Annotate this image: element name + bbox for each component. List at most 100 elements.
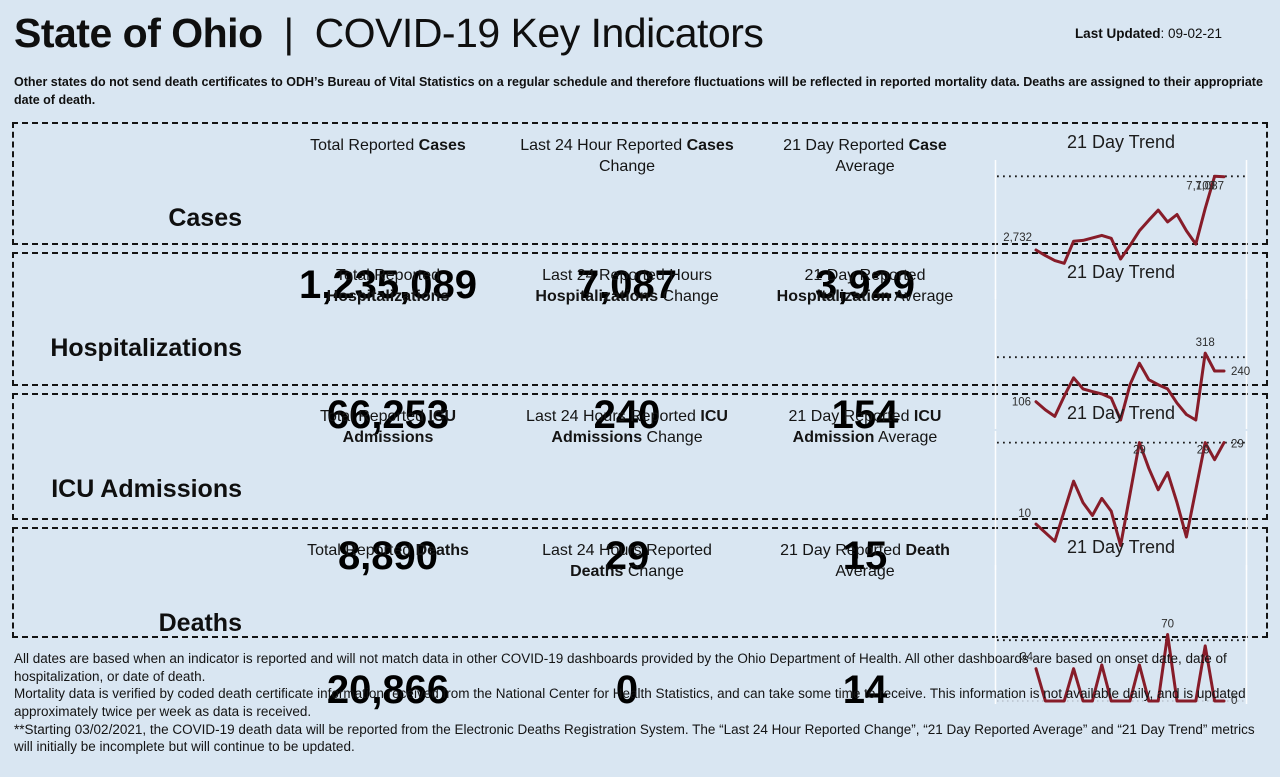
page-title-subject: COVID-19 Key Indicators — [314, 10, 764, 56]
metric-title: 21 Day Reported Case Average — [754, 136, 976, 178]
footer-note-dates: All dates are based when an indicator is… — [14, 651, 1227, 684]
metric-title: Total Reported ICU Admissions — [277, 407, 499, 449]
metric-value: 8,890 — [337, 534, 439, 579]
metric-title-text: Last 24 Hours Reported — [526, 408, 701, 426]
footer-note-mortality: Mortality data is verified by coded deat… — [14, 686, 1246, 720]
metric-title-text: 21 Day Reported — [788, 408, 914, 426]
metric-title-bold: ICU Admissions — [342, 408, 457, 447]
trend-title: 21 Day Trend — [1066, 537, 1176, 558]
metric-hospitalizations-total: Total Reported Hospitalizations 66,253 — [268, 254, 508, 443]
metric-title-bold: Hospitalizations — [326, 288, 450, 306]
metric-title-text: Average — [890, 288, 954, 306]
svg-text:29: 29 — [1231, 439, 1244, 451]
svg-text:2,732: 2,732 — [1003, 232, 1032, 244]
metric-value: 66,253 — [326, 393, 450, 438]
indicator-cards: Cases Total Reported Cases 1,235,089 Las… — [12, 122, 1268, 710]
metric-title-text: Total Reported — [307, 542, 416, 560]
metric-title: Last 24 Reported Hours Hospitalizations … — [516, 266, 738, 308]
metric-title: 21 Day Reported Hospitalization Average — [754, 266, 976, 308]
hospitalizations-trend-sparkline: 106 318 240 — [994, 290, 1250, 430]
metric-title: 21 Day Reported ICU Admission Average — [754, 407, 976, 449]
metric-title-text: Average — [874, 429, 938, 447]
metric-cases-average: 21 Day Reported Case Average 3,929 — [746, 124, 984, 313]
page-title-state: State of Ohio — [14, 10, 263, 56]
metric-value: 20,866 — [326, 668, 450, 713]
footer-notes: All dates are based when an indicator is… — [14, 650, 1264, 755]
metric-deaths-change: Last 24 Hours Reported Deaths Change 0 — [508, 529, 746, 718]
svg-text:29: 29 — [1197, 445, 1210, 457]
metric-title-text: Change — [658, 288, 719, 306]
metric-title-bold: Deaths — [570, 563, 624, 581]
metric-icu-average: 21 Day Reported ICU Admission Average 15 — [746, 395, 984, 584]
metric-title: 21 Day Reported Death Average — [754, 541, 976, 583]
metric-value: 29 — [604, 534, 650, 579]
metric-title-text: Last 24 Hours Reported — [542, 542, 712, 560]
row-label-deaths: Deaths — [158, 609, 242, 638]
metric-title-bold: ICU Admissions — [551, 408, 728, 447]
metric-icu-change: Last 24 Hours Reported ICU Admissions Ch… — [508, 395, 746, 584]
metric-title-text: Total Reported — [310, 137, 419, 155]
svg-text:10: 10 — [1018, 508, 1031, 520]
trend-title: 21 Day Trend — [1066, 132, 1176, 153]
header: State of Ohio | COVID-19 Key Indicators … — [0, 0, 1280, 57]
metric-cases-total: Total Reported Cases 1,235,089 — [268, 124, 508, 313]
last-updated-label: Last Updated — [1074, 26, 1161, 41]
trend-title: 21 Day Trend — [1066, 403, 1176, 424]
metric-title-text: Total Reported — [319, 408, 429, 426]
row-icu-admissions: ICU Admissions Total Reported ICU Admiss… — [12, 393, 1268, 576]
metric-title-text: 21 Day Reported — [783, 137, 909, 155]
svg-text:34: 34 — [1020, 652, 1033, 664]
metric-deaths-average: 21 Day Reported Death Average 14 — [746, 529, 984, 718]
metric-value: 0 — [615, 668, 639, 713]
metric-title-text: Last 24 Reported Hours — [542, 267, 712, 285]
trend-panel-hospitalizations: 21 Day Trend 106 318 240 — [984, 254, 1266, 443]
metric-title: Total Reported Hospitalizations — [277, 266, 499, 308]
metric-title-bold: Hospitalizations — [535, 288, 659, 306]
metric-title-bold: Hospitalization — [776, 288, 891, 306]
metric-cases-change: Last 24 Hour Reported Cases Change 7,087 — [508, 124, 746, 313]
metric-value: 1,235,089 — [299, 263, 477, 308]
metric-title: Total Reported Deaths — [307, 541, 469, 562]
metric-title-text: 21 Day Reported — [780, 542, 906, 560]
metric-title-text: Change — [623, 563, 684, 581]
row-hospitalizations: Hospitalizations Total Reported Hospital… — [12, 252, 1268, 435]
metric-title-text: Average — [835, 563, 895, 581]
deaths-trend-sparkline: 34 70 0 — [994, 565, 1248, 707]
metric-value: 240 — [593, 393, 661, 438]
metric-value: 154 — [831, 393, 899, 438]
metric-title-text: Change — [598, 158, 656, 176]
metric-title-bold: Cases — [418, 137, 466, 155]
row-deaths: Deaths Total Reported Deaths 20,866 Last… — [12, 527, 1268, 710]
metric-title-bold: Death — [905, 542, 950, 560]
last-updated-value: : 09-02-21 — [1160, 26, 1222, 41]
svg-text:240: 240 — [1231, 366, 1250, 378]
metric-hospitalizations-change: Last 24 Reported Hours Hospitalizations … — [508, 254, 746, 443]
trend-panel-deaths: 21 Day Trend 34 70 0 — [984, 529, 1266, 718]
trend-title: 21 Day Trend — [1066, 262, 1176, 283]
metric-title-text: Total Reported — [335, 267, 441, 285]
metric-title: Last 24 Hours Reported Deaths Change — [516, 541, 738, 583]
metric-title: Total Reported Cases — [310, 136, 466, 157]
svg-text:29: 29 — [1133, 445, 1146, 457]
metric-title: Last 24 Hour Reported Cases Change — [516, 136, 738, 178]
trend-panel-icu-admissions: 21 Day Trend 10 29 29 29 — [984, 395, 1266, 584]
metric-title-text: Change — [642, 429, 703, 447]
row-label-icu-admissions: ICU Admissions — [51, 475, 242, 504]
mortality-reporting-note: Other states do not send death certifica… — [14, 75, 1263, 108]
footer-note-edrs: **Starting 03/02/2021, the COVID-19 deat… — [14, 721, 1255, 755]
svg-text:0: 0 — [1231, 695, 1237, 707]
metric-title-text: 21 Day Reported — [804, 267, 926, 285]
metric-title-text: Average — [835, 158, 895, 176]
svg-text:106: 106 — [1012, 397, 1031, 409]
icu-admissions-trend-sparkline: 10 29 29 29 — [994, 431, 1248, 571]
metric-value: 15 — [842, 534, 888, 579]
metric-title-text: Last 24 Hour Reported — [520, 137, 687, 155]
metric-deaths-total: Total Reported Deaths 20,866 — [268, 529, 508, 718]
svg-text:70: 70 — [1161, 619, 1174, 631]
page-title-separator: | — [283, 10, 295, 56]
trend-panel-cases: 21 Day Trend 2,732 7,109 7,087 — [984, 124, 1266, 313]
row-label-hospitalizations: Hospitalizations — [50, 334, 242, 363]
metric-value: 7,087 — [576, 263, 678, 308]
metric-title-bold: Cases — [686, 137, 734, 155]
